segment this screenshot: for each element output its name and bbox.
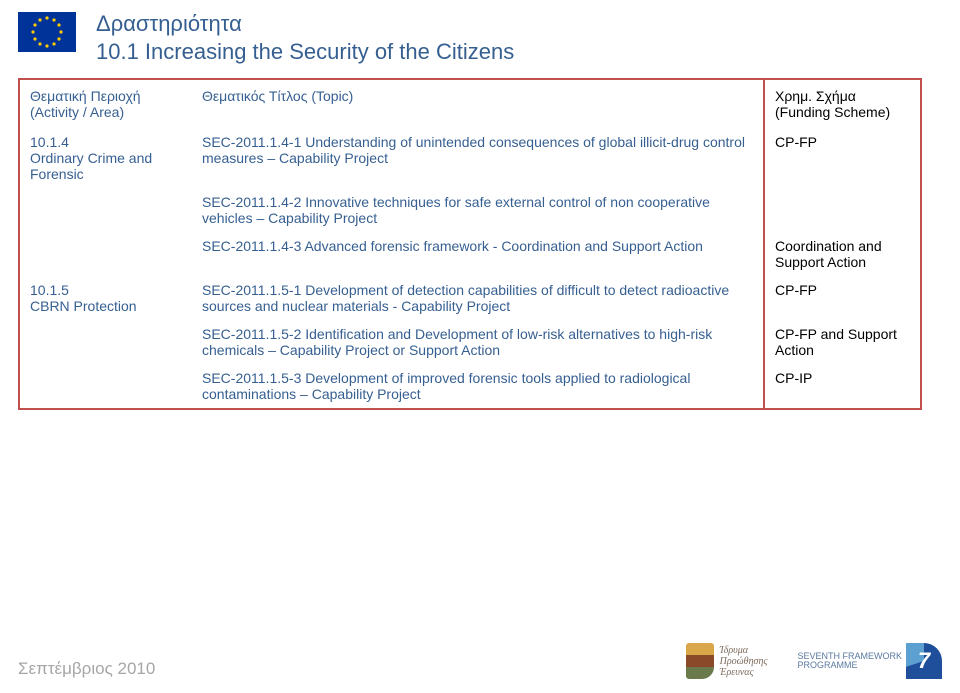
topics-table: Θεματική Περιοχή (Activity / Area) Θεματ…	[20, 80, 920, 408]
footer-date: Σεπτέμβριος 2010	[18, 659, 155, 679]
ipe-line-1: Ίδρυμα	[720, 645, 768, 656]
cell-topic: SEC-2011.1.4-2 Innovative techniques for…	[192, 188, 764, 232]
col-header-topic: Θεματικός Τίτλος (Topic)	[192, 80, 764, 128]
table-row: SEC-2011.1.4-3 Advanced forensic framewo…	[20, 232, 920, 276]
cell-topic: SEC-2011.1.4-3 Advanced forensic framewo…	[192, 232, 764, 276]
cell-scheme: CP-FP and Support Action	[764, 320, 920, 364]
ipe-line-2: Προώθησης	[720, 656, 768, 667]
cell-scheme: CP-FP	[764, 128, 920, 188]
fp7-line-2: PROGRAMME	[797, 661, 902, 670]
cell-scheme: CP-FP	[764, 276, 920, 320]
cell-topic: SEC-2011.1.5-2 Identification and Develo…	[192, 320, 764, 364]
col-header-scheme: Χρημ. Σχήμα (Funding Scheme)	[764, 80, 920, 128]
table-header-row: Θεματική Περιοχή (Activity / Area) Θεματ…	[20, 80, 920, 128]
cell-scheme: CP-IP	[764, 364, 920, 408]
cell-topic: SEC-2011.1.4-1 Understanding of unintend…	[192, 128, 764, 188]
fp7-seven-icon: 7	[906, 643, 942, 679]
cell-area: 10.1.4 Ordinary Crime and Forensic	[20, 128, 192, 188]
cell-area: 10.1.5 CBRN Protection	[20, 276, 192, 320]
ipe-text: Ίδρυμα Προώθησης Έρευνας	[720, 645, 768, 678]
table-row: SEC-2011.1.5-2 Identification and Develo…	[20, 320, 920, 364]
eu-flag-icon	[18, 12, 76, 52]
cell-topic: SEC-2011.1.5-3 Development of improved f…	[192, 364, 764, 408]
table-row: 10.1.4 Ordinary Crime and Forensic SEC-2…	[20, 128, 920, 188]
ipe-mark-icon	[686, 643, 714, 679]
cell-scheme: Coordination and Support Action	[764, 232, 920, 276]
eu-stars-svg	[27, 12, 67, 52]
fp7-text: SEVENTH FRAMEWORK PROGRAMME	[797, 652, 902, 671]
cell-area	[20, 188, 192, 232]
ipe-logo: Ίδρυμα Προώθησης Έρευνας	[686, 643, 768, 679]
footer-logos: Ίδρυμα Προώθησης Έρευνας SEVENTH FRAMEWO…	[686, 643, 942, 679]
cell-area	[20, 320, 192, 364]
fp7-logo: SEVENTH FRAMEWORK PROGRAMME 7	[797, 643, 942, 679]
cell-scheme	[764, 188, 920, 232]
table-row: SEC-2011.1.5-3 Development of improved f…	[20, 364, 920, 408]
cell-area	[20, 232, 192, 276]
table-row: SEC-2011.1.4-2 Innovative techniques for…	[20, 188, 920, 232]
heading-line-2: 10.1 Increasing the Security of the Citi…	[96, 38, 514, 66]
table-row: 10.1.5 CBRN Protection SEC-2011.1.5-1 De…	[20, 276, 920, 320]
cell-topic: SEC-2011.1.5-1 Development of detection …	[192, 276, 764, 320]
ipe-line-3: Έρευνας	[720, 667, 768, 678]
heading-line-1: Δραστηριότητα	[96, 10, 514, 38]
footer: Σεπτέμβριος 2010 Ίδρυμα Προώθησης Έρευνα…	[18, 643, 942, 679]
topics-table-container: Θεματική Περιοχή (Activity / Area) Θεματ…	[18, 78, 922, 410]
col-header-area: Θεματική Περιοχή (Activity / Area)	[20, 80, 192, 128]
page-heading: Δραστηριότητα 10.1 Increasing the Securi…	[96, 10, 514, 65]
cell-area	[20, 364, 192, 408]
